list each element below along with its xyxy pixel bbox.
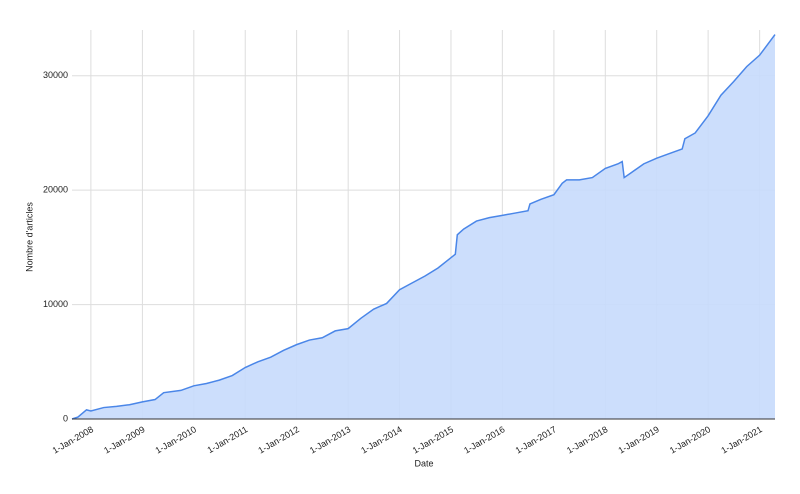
y-tick-label: 20000 [43, 185, 68, 195]
y-tick-label: 10000 [43, 299, 68, 309]
x-tick-label: 1-Jan-2018 [565, 424, 609, 455]
x-tick-label: 1-Jan-2021 [719, 424, 763, 455]
x-tick-label: 1-Jan-2019 [616, 424, 660, 455]
x-tick-label: 1-Jan-2015 [411, 424, 455, 455]
x-tick-label: 1-Jan-2017 [514, 424, 558, 455]
x-tick-label: 1-Jan-2020 [668, 424, 712, 455]
line [71, 34, 776, 420]
x-tick-label: 1-Jan-2011 [206, 424, 250, 455]
area [72, 34, 775, 419]
x-tick-label: 1-Jan-2010 [154, 424, 198, 455]
y-axis-title: Nombre d'articles [24, 202, 34, 272]
x-tick-label: 1-Jan-2009 [102, 424, 146, 455]
x-tick-label: 1-Jan-2013 [308, 424, 352, 455]
x-tick-label: 1-Jan-2012 [256, 424, 300, 455]
x-tick-label: 1-Jan-2008 [51, 424, 95, 455]
y-tick-label: 30000 [43, 70, 68, 80]
y-tick-label: 0 [63, 413, 68, 423]
x-axis-title: Date [414, 458, 433, 468]
x-tick-label: 1-Jan-2014 [359, 424, 403, 455]
x-tick-label: 1-Jan-2016 [462, 424, 506, 455]
